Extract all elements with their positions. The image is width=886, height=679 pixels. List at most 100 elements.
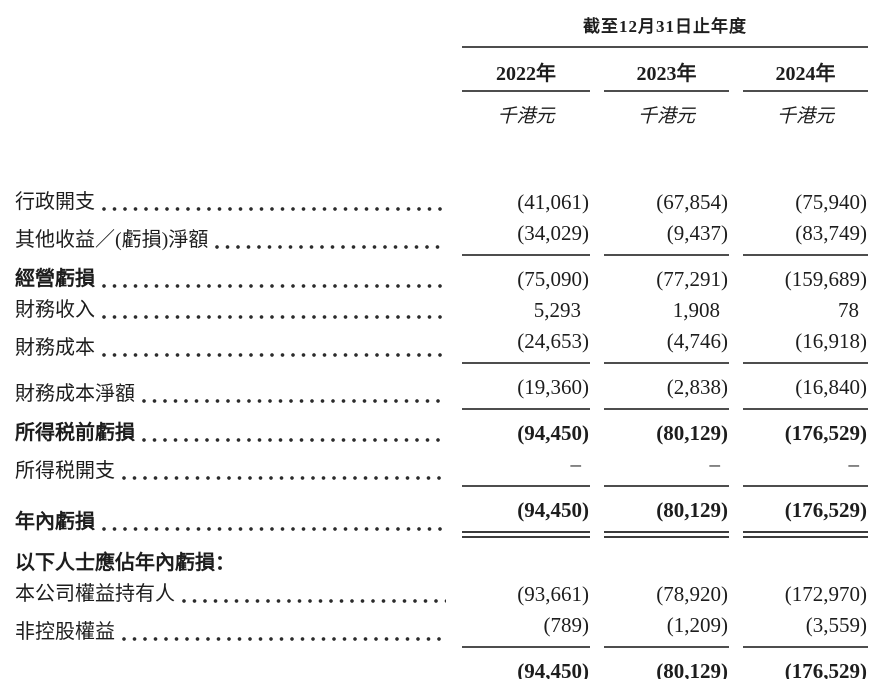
row-label-cell: 財務成本淨額 [14,364,448,410]
dot-leader [142,399,446,403]
value: – [709,452,721,476]
value: (16,918) [795,329,868,353]
table-row: 所得税前虧損 (94,450) (80,129) (176,529) [14,410,868,449]
table-row: 本公司權益持有人 (93,661) (78,920) (172,970) [14,579,868,610]
value-cell-2024: (16,918) [743,326,869,364]
dot-leader [182,599,446,603]
row-label: 經營虧損 [15,268,95,290]
value-cell-2023: – [604,449,729,487]
value: (67,854) [656,190,728,214]
value-cell-2022: (41,061) [462,129,590,218]
table-row: (94,450) (80,129) (176,529) [14,648,868,679]
year-header-2024: 2024年 [743,48,869,92]
value-cell-2024: (176,529) [743,487,869,538]
year-header-2023: 2023年 [604,48,729,92]
value-cell-2024: (3,559) [743,610,869,648]
row-label-cell: 財務收入 [14,295,448,326]
value: (176,529) [784,498,868,522]
value: (9,437) [666,221,728,245]
value-cell-2024 [743,538,868,579]
row-label: 財務成本淨額 [15,383,135,405]
table-row: 經營虧損 (75,090) (77,291) (159,689) [14,256,868,295]
row-label-cell: 本公司權益持有人 [14,579,448,610]
value: (75,090) [517,267,589,291]
dot-leader [142,438,446,442]
value: (2,838) [666,375,728,399]
period-title: 截至12月31日止年度 [462,4,869,48]
row-label-cell: 非控股權益 [14,610,448,648]
value: (80,129) [656,421,728,445]
value: (94,450) [517,421,589,445]
value: (78,920) [656,582,728,606]
table-row: 年內虧損 (94,450) (80,129) (176,529) [14,487,869,538]
dot-leader [102,527,446,531]
value: (1,209) [666,613,728,637]
table-row: 行政開支 (41,061) (67,854) (75,940) [14,129,868,218]
header-spacer [14,48,448,92]
value: (176,529) [784,421,868,445]
row-label: 其他收益／(虧損)淨額 [15,229,209,251]
value-cell-2023: (4,746) [604,326,729,364]
value: (80,129) [656,498,728,522]
row-label-cell [14,648,448,679]
table-body: 行政開支 (41,061) (67,854) (75,940) 其他收益／(虧損)淨額 (… [14,129,869,679]
value-cell-2023: (67,854) [604,129,729,218]
value: (789) [543,613,590,637]
row-label-cell: 經營虧損 [14,256,448,295]
value-cell-2024: (159,689) [743,256,868,295]
dot-leader [122,476,446,480]
row-label: 財務成本 [15,337,95,359]
row-label: 所得税開支 [15,460,115,482]
row-label-cell: 以下人士應佔年內虧損： [14,538,448,579]
row-label-cell: 所得税開支 [14,449,448,487]
value-cell-2022 [462,538,590,579]
value-cell-2022: (19,360) [462,364,590,410]
dot-leader [215,245,446,249]
row-label-cell: 所得税前虧損 [14,410,448,449]
table-row: 以下人士應佔年內虧損： [14,538,868,579]
value-cell-2024: (75,940) [743,129,868,218]
value-cell-2022: – [462,449,590,487]
row-label: 財務收入 [15,299,95,321]
value: 5,293 [533,298,581,322]
table-header: 截至12月31日止年度 2022年 2023年 2024年 千港元 千港元 千港… [14,4,869,129]
row-label: 所得税前虧損 [15,422,135,444]
value-cell-2023: (80,129) [604,648,729,679]
value-cell-2022: (93,661) [462,579,590,610]
value: (176,529) [784,659,868,679]
value-cell-2023: (80,129) [604,487,729,538]
row-label: 本公司權益持有人 [15,583,175,605]
value-cell-2023: (77,291) [604,256,729,295]
value-cell-2022: 5,293 [462,295,590,326]
table-row: 財務成本淨額 (19,360) (2,838) (16,840) [14,364,869,410]
value: 78 [838,298,860,322]
value-cell-2022: (94,450) [462,648,590,679]
row-label-cell: 年內虧損 [14,487,448,538]
value-cell-2023: (9,437) [604,218,729,256]
row-label-cell: 其他收益／(虧損)淨額 [14,218,448,256]
value-cell-2024: – [743,449,869,487]
row-label: 行政開支 [15,191,95,213]
row-label-cell: 財務成本 [14,326,448,364]
value: (94,450) [517,498,589,522]
value-cell-2022: (94,450) [462,487,590,538]
value: (19,360) [517,375,589,399]
value: (93,661) [517,582,589,606]
year-header-row: 2022年 2023年 2024年 [14,48,869,92]
unit-label-2024: 千港元 [777,106,835,127]
value-cell-2024: (16,840) [743,364,869,410]
value: (172,970) [784,582,868,606]
period-title-row: 截至12月31日止年度 [14,4,869,48]
dot-leader [102,207,446,211]
value: (80,129) [656,659,728,679]
value-cell-2024: 78 [743,295,868,326]
dot-leader [102,284,446,288]
value-cell-2023: 1,908 [604,295,729,326]
value-cell-2024: (176,529) [743,648,868,679]
dot-leader [102,315,446,319]
unit-label-2023: 千港元 [637,106,695,127]
value-cell-2022: (24,653) [462,326,590,364]
value-cell-2022: (75,090) [462,256,590,295]
value-cell-2023: (1,209) [604,610,729,648]
table-row: 財務成本 (24,653) (4,746) (16,918) [14,326,869,364]
